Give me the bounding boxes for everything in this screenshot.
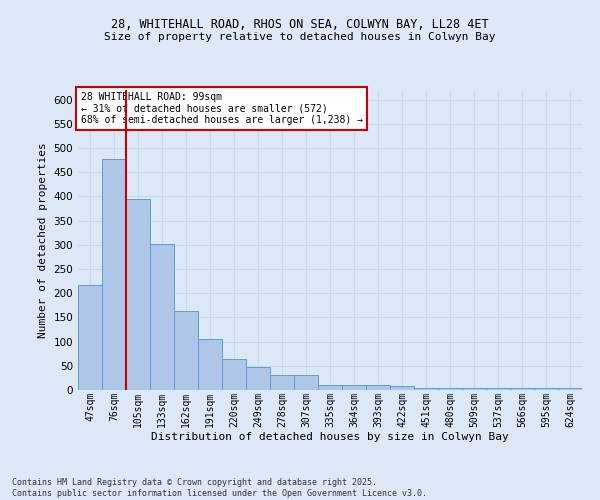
Bar	[390, 386, 414, 390]
Text: Contains HM Land Registry data © Crown copyright and database right 2025.
Contai: Contains HM Land Registry data © Crown c…	[12, 478, 427, 498]
Y-axis label: Number of detached properties: Number of detached properties	[38, 142, 48, 338]
X-axis label: Distribution of detached houses by size in Colwyn Bay: Distribution of detached houses by size …	[151, 432, 509, 442]
Text: 28, WHITEHALL ROAD, RHOS ON SEA, COLWYN BAY, LL28 4ET: 28, WHITEHALL ROAD, RHOS ON SEA, COLWYN …	[111, 18, 489, 30]
Bar	[318, 385, 342, 390]
Bar	[150, 244, 174, 390]
Bar	[78, 284, 102, 390]
Bar	[366, 385, 390, 390]
Bar	[174, 311, 198, 390]
Bar	[534, 388, 558, 390]
Bar	[126, 199, 150, 390]
Bar	[342, 385, 366, 390]
Bar	[462, 388, 486, 390]
Bar	[438, 388, 462, 390]
Bar	[486, 388, 510, 390]
Bar	[270, 375, 294, 390]
Bar	[198, 339, 222, 390]
Text: 28 WHITEHALL ROAD: 99sqm
← 31% of detached houses are smaller (572)
68% of semi-: 28 WHITEHALL ROAD: 99sqm ← 31% of detach…	[80, 92, 362, 124]
Bar	[294, 376, 318, 390]
Bar	[558, 388, 582, 390]
Text: Size of property relative to detached houses in Colwyn Bay: Size of property relative to detached ho…	[104, 32, 496, 42]
Bar	[414, 388, 438, 390]
Bar	[102, 158, 126, 390]
Bar	[222, 358, 246, 390]
Bar	[510, 388, 534, 390]
Bar	[246, 367, 270, 390]
